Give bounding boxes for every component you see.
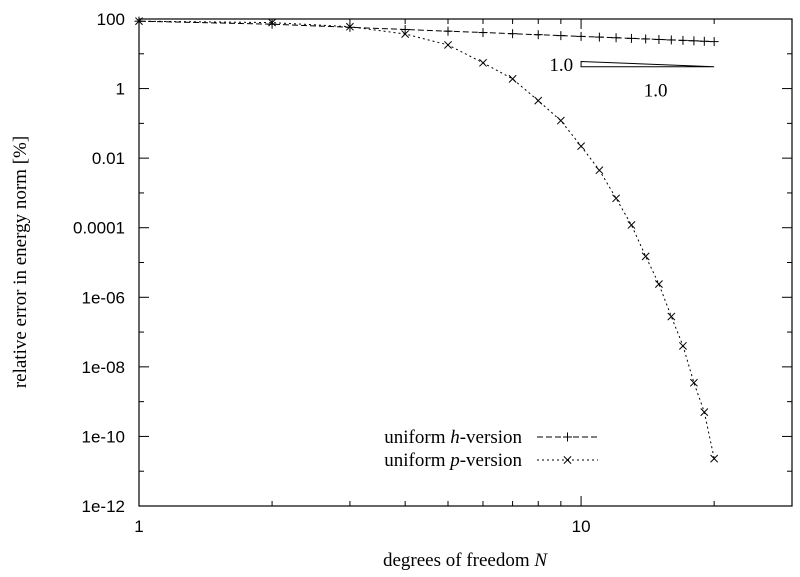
data-point-p-version: [689, 378, 698, 387]
y-tick-label: 1e-06: [82, 288, 125, 307]
data-point-h-version: [654, 34, 664, 44]
y-tick-label: 1e-10: [82, 427, 125, 446]
data-point-p-version: [710, 454, 719, 463]
data-point-p-version: [627, 221, 636, 229]
legend-label-h-version: uniform h-version: [384, 427, 522, 448]
data-point-h-version: [641, 34, 651, 44]
data-point-h-version: [666, 35, 676, 45]
legend-sample-marker-p-version: [563, 456, 572, 464]
data-point-h-version: [478, 28, 488, 38]
data-point-h-version: [699, 36, 709, 46]
x-axis-label: degrees of freedom N: [383, 550, 548, 571]
data-point-h-version: [594, 32, 604, 42]
y-axis-label: relative error in energy norm [%]: [10, 136, 31, 388]
slope-triangle-shape: [580, 60, 715, 68]
data-point-h-version: [678, 35, 688, 45]
slope-horizontal-label: 1.0: [644, 81, 668, 102]
data-point-p-version: [641, 252, 650, 261]
data-point-h-version: [611, 33, 621, 43]
x-tick-label: 10: [572, 517, 591, 536]
data-point-h-version: [400, 24, 410, 34]
tick-labels: 1 10 100 1 0.01 0.0001 1e-06 1e-08 1e-10 1e-12: [73, 10, 591, 536]
data-point-p-version: [345, 22, 354, 31]
data-point-h-version: [267, 19, 277, 29]
axis-ticks: [138, 18, 792, 507]
data-point-p-version: [612, 194, 621, 203]
y-tick-label: 1: [116, 80, 125, 99]
slope-vertical-label: 1.0: [549, 55, 573, 76]
data-point-h-version: [443, 26, 453, 36]
data-point-p-version: [667, 312, 676, 321]
data-point-h-version: [533, 30, 543, 40]
series-line-p-version: [138, 20, 715, 459]
data-point-h-version: [576, 31, 586, 41]
x-tick-label: 1: [134, 517, 143, 536]
data-point-p-version: [678, 341, 687, 350]
data-point-h-version: [508, 29, 518, 39]
data-point-p-version: [577, 142, 586, 151]
x-axis-label-text: degrees of freedom: [383, 550, 534, 571]
data-point-p-version: [654, 280, 663, 289]
x-axis-label-variable: N: [533, 550, 548, 571]
data-point-p-version: [444, 40, 452, 49]
y-tick-label: 1e-08: [82, 358, 125, 377]
data-point-h-version: [626, 33, 636, 43]
series-layer: [134, 16, 719, 463]
data-point-h-version: [689, 36, 699, 46]
data-point-p-version: [135, 17, 143, 26]
data-point-h-version: [556, 31, 566, 41]
y-tick-label: 0.0001: [73, 219, 125, 238]
slope-triangle: 1.0 1.0: [549, 55, 715, 102]
data-point-p-version: [595, 166, 604, 175]
legend-sample-marker-h-version: [563, 432, 572, 442]
data-point-p-version: [508, 74, 517, 83]
data-point-p-version: [700, 408, 709, 417]
data-point-p-version: [479, 58, 487, 67]
y-tick-label: 0.01: [92, 149, 125, 168]
data-point-p-version: [556, 116, 565, 125]
legend-label-p-version: uniform p-version: [384, 450, 522, 471]
y-tick-label: 1e-12: [82, 497, 125, 516]
data-point-p-version: [268, 18, 277, 27]
data-point-h-version: [709, 37, 719, 47]
data-point-p-version: [401, 30, 410, 38]
data-point-p-version: [534, 96, 543, 105]
y-tick-label: 100: [97, 10, 125, 29]
